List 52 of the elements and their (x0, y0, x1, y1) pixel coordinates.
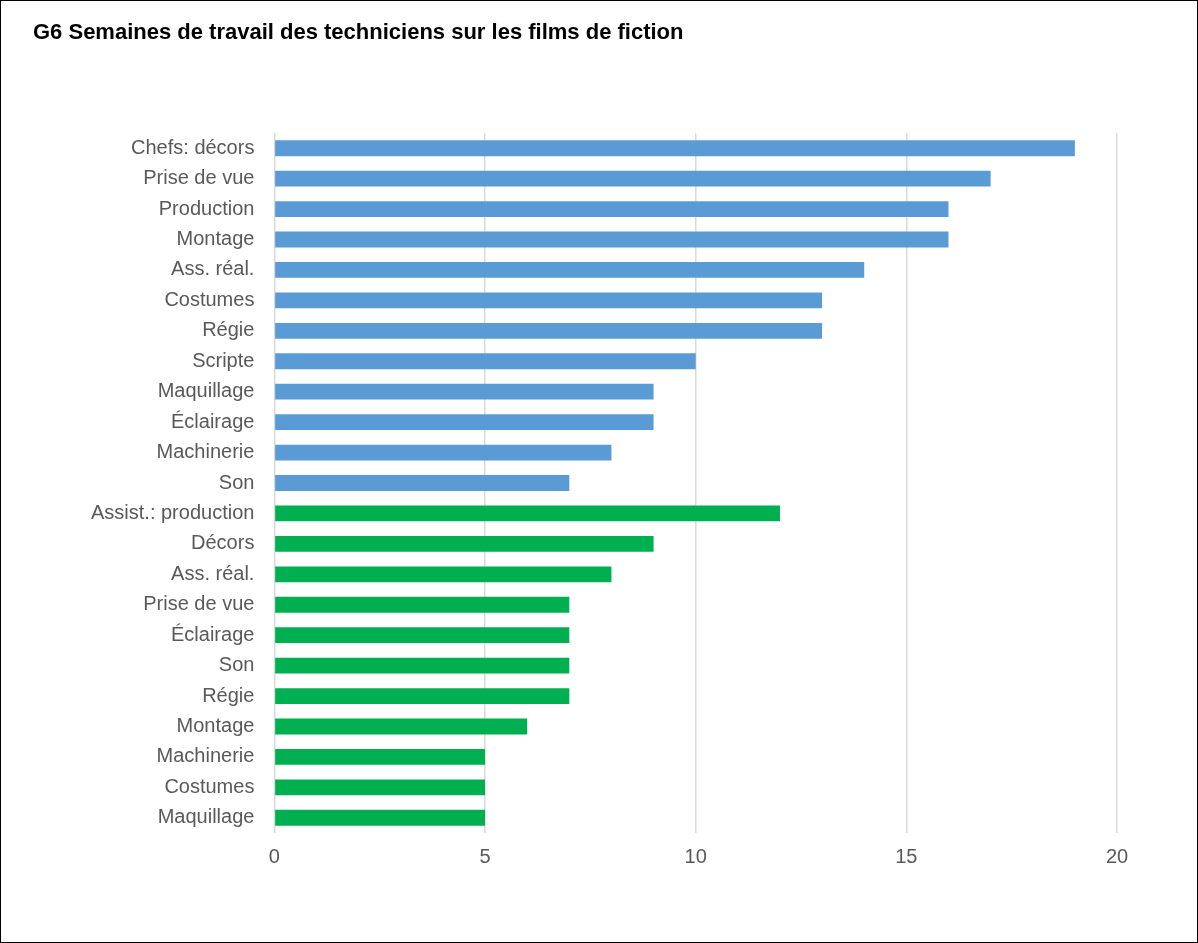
bar (275, 627, 570, 644)
bar (275, 414, 654, 431)
bar (275, 596, 570, 613)
y-tick-label: Costumes (164, 774, 255, 797)
bar (275, 657, 570, 674)
y-tick-label: Montage (176, 713, 255, 736)
bar (275, 231, 949, 248)
x-tick-label: 10 (684, 844, 707, 867)
x-tick-label: 5 (479, 844, 491, 867)
y-tick-label: Production (158, 196, 255, 219)
chart-title: G6 Semaines de travail des techniciens sur les films de fiction (33, 19, 684, 45)
y-tick-label: Son (218, 653, 255, 676)
y-tick-label: Ass. réal. (171, 257, 255, 280)
x-tick-label: 0 (268, 844, 280, 867)
y-tick-label: Ass. réal. (171, 561, 255, 584)
bar (275, 475, 570, 491)
y-tick-label: Maquillage (157, 379, 255, 402)
bar (275, 505, 780, 522)
y-tick-label: Décors (191, 531, 255, 554)
y-tick-label: Son (218, 470, 255, 493)
y-tick-label: Scripte (192, 348, 255, 371)
bar (275, 535, 654, 552)
y-tick-label: Assist.: production (90, 500, 255, 523)
bar (275, 322, 823, 339)
bar (275, 262, 865, 278)
bar (275, 809, 486, 826)
y-tick-label: Chefs: décors (131, 135, 255, 158)
bar (275, 566, 612, 583)
bar (275, 170, 991, 187)
y-tick-label: Montage (176, 227, 255, 250)
bar (275, 201, 949, 217)
y-tick-label: Éclairage (171, 622, 255, 645)
bar (275, 383, 654, 400)
bar (275, 688, 570, 704)
x-tick-label: 15 (895, 844, 918, 867)
y-tick-label: Prise de vue (143, 592, 255, 615)
bar (275, 718, 528, 735)
y-tick-label: Costumes (164, 287, 255, 310)
y-tick-label: Régie (202, 318, 255, 341)
bar (275, 444, 612, 461)
bar (275, 140, 1075, 157)
bar (275, 779, 486, 796)
bar (275, 292, 823, 309)
y-tick-label: Régie (202, 683, 255, 706)
bar (275, 353, 696, 370)
y-tick-label: Maquillage (157, 805, 255, 828)
x-tick-label: 20 (1105, 844, 1129, 867)
y-tick-label: Machinerie (156, 744, 255, 767)
y-tick-label: Machinerie (156, 440, 255, 463)
bar (275, 749, 486, 765)
y-tick-label: Prise de vue (143, 166, 255, 189)
y-tick-label: Éclairage (171, 409, 255, 432)
